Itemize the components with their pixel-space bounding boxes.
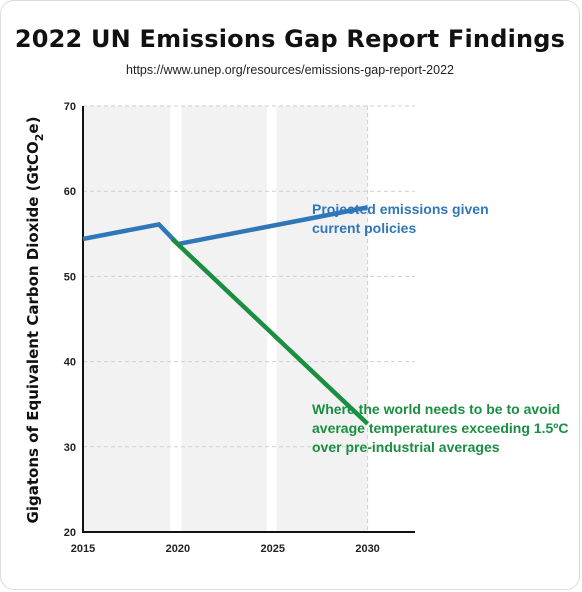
- chart-title: 2022 UN Emissions Gap Report Findings: [14, 25, 566, 53]
- series-line-projected-1: [177, 205, 368, 247]
- y-tick-label-20: 20: [64, 527, 76, 539]
- y-axis-label: Gigatons of Equivalent Carbon Dioxide (G…: [24, 117, 46, 524]
- y-tick-label-60: 60: [64, 186, 76, 198]
- x-tick-label-2015: 2015: [71, 543, 95, 555]
- y-tick-label-50: 50: [64, 271, 76, 283]
- y-tick-label-40: 40: [64, 357, 76, 369]
- y-tick-labels: 20 30 40 50 60 70: [64, 101, 76, 539]
- y-tick-label-70: 70: [64, 101, 76, 113]
- x-tick-label-2025: 2025: [260, 543, 284, 555]
- annotations: Projected emissions given current policie…: [312, 201, 568, 455]
- annotation-target-line-2: over pre-industrial averages: [312, 439, 500, 455]
- shaded-bands: [83, 106, 368, 532]
- annotation-target-line-1: average temperatures exceeding 1.5ºC: [312, 420, 568, 436]
- x-tick-labels: 2015 2020 2025 2030: [71, 543, 380, 555]
- annotation-projected-line-1: current policies: [312, 220, 416, 236]
- gridlines: [83, 105, 415, 532]
- axes: [82, 106, 415, 533]
- x-tick-label-2030: 2030: [355, 543, 379, 555]
- series-line-projected-0: [82, 221, 180, 246]
- x-tick-label-2020: 2020: [166, 543, 190, 555]
- series-lines: [82, 205, 370, 426]
- shaded-band-0: [83, 106, 171, 532]
- shaded-band-2: [276, 106, 368, 532]
- annotation-projected-line-0: Projected emissions given: [312, 201, 489, 217]
- y-tick-label-30: 30: [64, 442, 76, 454]
- series-line-target-0: [170, 237, 370, 426]
- chart-source-url: https://www.unep.org/resources/emissions…: [126, 63, 454, 77]
- shaded-band-1: [181, 106, 268, 532]
- annotation-target-line-0: Where the world needs to be to avoid: [312, 401, 560, 417]
